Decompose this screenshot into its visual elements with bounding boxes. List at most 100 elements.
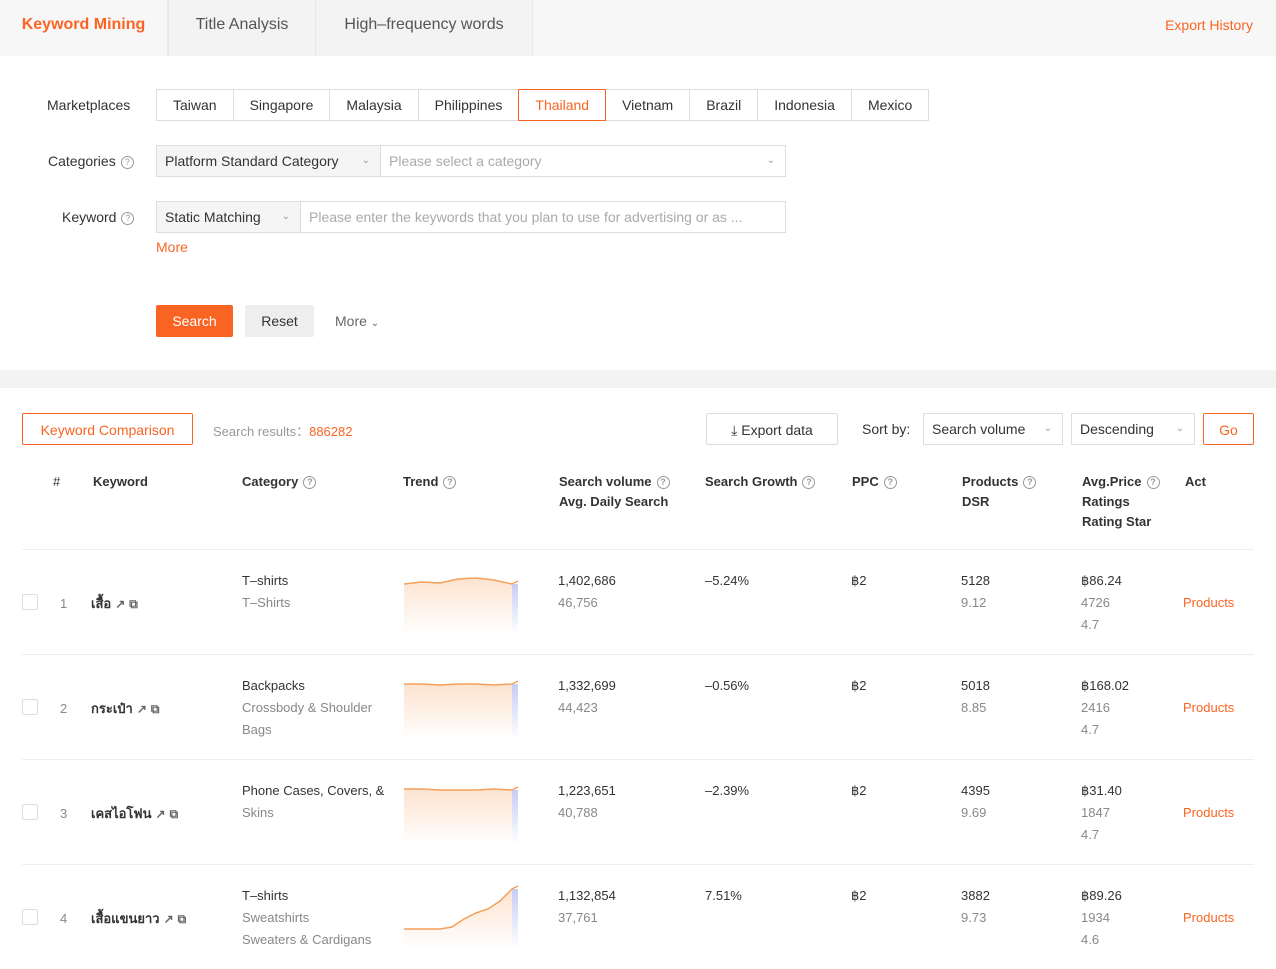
help-icon[interactable]: ? [443, 476, 457, 489]
copy-icon[interactable]: ⧉ [177, 912, 187, 926]
keyword-text[interactable]: กระเป๋า [91, 701, 133, 716]
ppc-value: ฿2 [851, 888, 867, 903]
row-checkbox[interactable] [22, 804, 38, 820]
avg-daily-search: 37,761 [558, 910, 598, 925]
products-count: 4395 [961, 783, 990, 798]
col-products-label: Products [962, 474, 1019, 489]
ratings-count: 4726 [1081, 595, 1110, 610]
sort-select[interactable]: Search volume ⌄ [923, 413, 1063, 445]
marketplace-brazil[interactable]: Brazil [689, 89, 759, 121]
chevron-down-icon: ⌄ [361, 155, 370, 166]
dsr-value: 9.73 [961, 910, 987, 925]
search-volume: 1,332,699 [558, 678, 616, 693]
reset-button[interactable]: Reset [245, 305, 314, 337]
marketplaces-label: Marketplaces [47, 97, 131, 113]
marketplace-selector: Taiwan Singapore Malaysia Philippines Thaila… [156, 89, 930, 121]
help-icon[interactable]: ? [656, 476, 670, 489]
help-icon[interactable]: ? [1146, 476, 1160, 489]
marketplace-mexico[interactable]: Mexico [850, 89, 930, 121]
category-text: Backpacks [242, 678, 305, 693]
export-history-link[interactable]: Export History [1165, 17, 1253, 33]
row-checkbox[interactable] [22, 699, 38, 715]
section-divider [0, 370, 1276, 388]
marketplace-vietnam[interactable]: Vietnam [605, 89, 691, 121]
trend-sparkline[interactable] [404, 675, 520, 739]
category-type-select[interactable]: Platform Standard Category ⌄ [156, 145, 381, 177]
go-button[interactable]: Go [1203, 413, 1254, 445]
chevron-down-icon: ⌄ [1175, 423, 1184, 434]
category-text: Crossbody & Shoulder [242, 700, 373, 715]
search-button[interactable]: Search [156, 305, 233, 337]
trend-sparkline[interactable] [404, 885, 520, 949]
marketplace-thailand[interactable]: Thailand [518, 89, 607, 121]
more-label: More [335, 313, 367, 329]
external-link-icon[interactable]: ↗ [115, 597, 126, 611]
avg-price: ฿31.40 [1081, 783, 1122, 798]
help-icon[interactable]: ? [802, 476, 816, 489]
export-data-button[interactable]: ⤓ Export data [706, 413, 838, 445]
dsr-value: 8.85 [961, 700, 987, 715]
col-search-volume[interactable]: Search volume? Avg. Daily Search [559, 472, 670, 512]
keyword-text[interactable]: เคสไอโฟน [91, 806, 152, 821]
copy-icon[interactable]: ⧉ [169, 807, 179, 821]
products-link[interactable]: Products [1183, 910, 1235, 925]
keyword-text[interactable]: เสื้อ [91, 596, 112, 611]
keyword-cell: กระเป๋า ↗ ⧉ [91, 698, 159, 720]
help-icon[interactable]: ? [303, 476, 317, 489]
trend-sparkline[interactable] [404, 780, 520, 844]
tab-keyword-mining[interactable]: Keyword Mining [0, 0, 168, 56]
marketplace-philippines[interactable]: Philippines [417, 89, 520, 121]
row-checkbox[interactable] [22, 594, 38, 610]
more-filters-link[interactable]: More [156, 239, 188, 255]
marketplace-taiwan[interactable]: Taiwan [156, 89, 234, 121]
search-growth: –2.39% [705, 783, 750, 798]
categories-label-text: Categories [48, 153, 116, 169]
category-text: T–shirts [242, 573, 289, 588]
marketplace-malaysia[interactable]: Malaysia [329, 89, 419, 121]
more-dropdown[interactable]: More ⌄ [335, 313, 379, 329]
search-results-count: Search results：886282 [213, 421, 352, 440]
help-icon[interactable]: ? [883, 476, 897, 489]
category-type-value: Platform Standard Category [165, 153, 339, 169]
search-volume: 1,132,854 [558, 888, 616, 903]
col-trend-label: Trend [403, 474, 439, 489]
help-icon[interactable]: ? [1023, 476, 1037, 489]
col-ppc[interactable]: PPC? [852, 472, 897, 492]
external-link-icon[interactable]: ↗ [163, 912, 174, 926]
category-select[interactable]: Please select a category ⌄ [380, 145, 786, 177]
tab-title-analysis[interactable]: Title Analysis [168, 0, 316, 56]
col-num: # [53, 474, 61, 489]
tab-high-frequency-words[interactable]: High–frequency words [315, 0, 533, 56]
help-icon[interactable]: ? [120, 156, 134, 169]
ppc-value: ฿2 [851, 678, 867, 693]
trend-sparkline[interactable] [404, 570, 520, 634]
dsr-value: 9.12 [961, 595, 987, 610]
marketplace-singapore[interactable]: Singapore [232, 89, 331, 121]
col-keyword[interactable]: Keyword [93, 474, 148, 489]
col-avg-price[interactable]: Avg.Price? Ratings Rating Star [1082, 472, 1160, 532]
col-products[interactable]: Products? DSR [962, 472, 1037, 512]
copy-icon[interactable]: ⧉ [150, 702, 160, 716]
products-link[interactable]: Products [1183, 700, 1235, 715]
trend-current-bar [512, 889, 518, 949]
match-type-select[interactable]: Static Matching ⌄ [156, 201, 301, 233]
col-price-label: Avg.Price [1082, 474, 1142, 489]
keyword-comparison-button[interactable]: Keyword Comparison [22, 413, 193, 445]
row-checkbox[interactable] [22, 909, 38, 925]
order-select[interactable]: Descending ⌄ [1071, 413, 1195, 445]
keyword-input[interactable]: Please enter the keywords that you plan … [300, 201, 786, 233]
row-number: 1 [60, 596, 68, 611]
chevron-down-icon: ⌄ [766, 155, 775, 166]
rating-star: 4.6 [1081, 932, 1100, 947]
keyword-text[interactable]: เสื้อแขนยาว [91, 911, 160, 926]
keyword-cell: เสื้อ ↗ ⧉ [91, 593, 138, 615]
copy-icon[interactable]: ⧉ [129, 597, 138, 611]
external-link-icon[interactable]: ↗ [155, 807, 166, 821]
external-link-icon[interactable]: ↗ [136, 702, 147, 716]
help-icon[interactable]: ? [121, 212, 135, 225]
products-link[interactable]: Products [1183, 805, 1235, 820]
products-link[interactable]: Products [1183, 595, 1235, 610]
col-search-growth[interactable]: Search Growth? [705, 472, 816, 492]
row-number: 3 [60, 806, 68, 821]
marketplace-indonesia[interactable]: Indonesia [757, 89, 852, 121]
